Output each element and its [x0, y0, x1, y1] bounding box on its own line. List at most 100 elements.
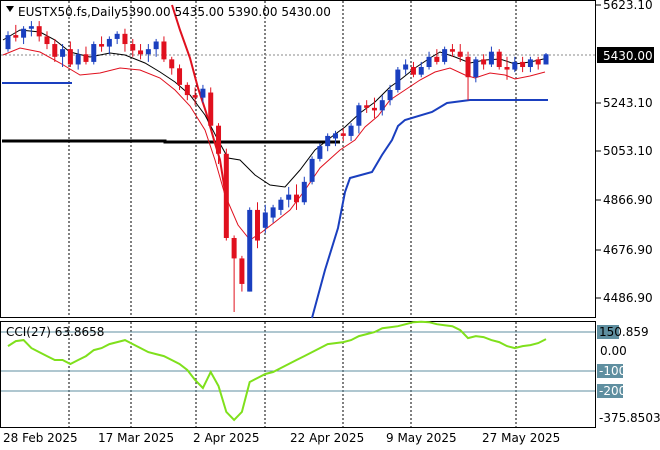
time-label: 27 May 2025	[482, 431, 560, 445]
candle-body	[184, 84, 190, 96]
time-axis: 28 Feb 2025 17 Mar 2025 2 Apr 2025 22 Ap…	[3, 431, 560, 445]
candle-body	[434, 56, 440, 62]
symbol-label: EUSTX50.fs,Daily	[18, 5, 121, 19]
candle-body	[208, 92, 214, 126]
candle-body	[426, 56, 432, 68]
candle-body	[239, 258, 245, 284]
candle-body	[28, 26, 34, 29]
candle-body	[52, 44, 58, 57]
cci-label: CCI(27) 63.8658	[6, 325, 104, 339]
black-moving-average	[2, 29, 549, 188]
candle-body	[504, 67, 510, 70]
cci-tick-max: 150.859	[599, 325, 649, 339]
price-axis: 5623.10 5243.10 5053.10 4866.90 4676.90 …	[596, 0, 653, 305]
candle-body	[223, 153, 229, 238]
candle-body	[348, 125, 354, 136]
price-tick: 5623.10	[603, 0, 653, 12]
candle-body	[512, 61, 518, 70]
candle-body	[44, 36, 50, 45]
candle-body	[5, 35, 11, 50]
candle-body	[262, 212, 268, 228]
candle-body	[83, 54, 89, 62]
candle-body	[387, 89, 393, 101]
candle-body	[13, 35, 19, 38]
candle-body	[231, 237, 237, 259]
price-tick: 4676.90	[603, 243, 653, 257]
candle-body	[325, 135, 331, 147]
candle-body	[21, 28, 27, 38]
candle-body	[286, 194, 292, 200]
candle-body	[442, 49, 448, 62]
candle-body	[278, 199, 284, 210]
candle-body	[340, 133, 346, 136]
candle-body	[520, 61, 526, 68]
candle-body	[457, 51, 463, 57]
candle-body	[410, 67, 416, 75]
candle-body	[543, 54, 549, 65]
candle-body	[379, 100, 385, 111]
candle-body	[293, 194, 299, 203]
candle-body	[527, 59, 533, 68]
time-label: 28 Feb 2025	[3, 431, 78, 445]
price-tick: 4486.90	[603, 291, 653, 305]
candle-body	[449, 49, 455, 52]
candle-body	[200, 88, 206, 98]
candle-body	[496, 51, 502, 68]
dropdown-triangle-icon[interactable]	[6, 6, 14, 12]
price-tick: 5053.10	[603, 144, 653, 158]
main-panel-frame	[0, 0, 596, 318]
vertical-gridlines	[68, 1, 517, 427]
candle-body	[395, 69, 401, 90]
candle-body	[216, 125, 222, 154]
cci-tick-zero: 0.00	[600, 344, 627, 358]
candle-body	[403, 64, 409, 70]
overlay-lines	[2, 4, 549, 319]
candle-body	[36, 26, 42, 37]
red-stop-line	[171, 4, 228, 211]
price-tick: 4866.90	[603, 193, 653, 207]
candle-body	[192, 95, 198, 98]
black-horizontal-line	[2, 139, 340, 144]
candle-body	[255, 209, 261, 241]
candle-body	[153, 41, 159, 50]
candle-body	[67, 49, 73, 65]
time-label: 2 Apr 2025	[193, 431, 260, 445]
candle-body	[106, 38, 112, 47]
candle-body	[364, 105, 370, 108]
candle-body	[356, 105, 362, 126]
candles	[5, 21, 549, 312]
candle-body	[138, 50, 144, 55]
candle-body	[60, 49, 66, 57]
indicator-panel-frame	[0, 321, 596, 428]
price-tick: 5243.10	[603, 96, 653, 110]
candle-body	[418, 67, 424, 75]
candle-body	[169, 59, 175, 69]
ohlc-readout: 5390.00 5435.00 5390.00 5430.00	[121, 5, 331, 19]
candle-body	[301, 181, 307, 203]
candle-body	[114, 33, 120, 39]
current-price-badge: 5430.00	[597, 47, 654, 63]
candle-body	[91, 44, 97, 62]
cci-tick-min: -375.8503	[599, 411, 660, 425]
red-moving-average	[2, 47, 546, 241]
time-label: 22 Apr 2025	[290, 431, 364, 445]
blue-stop-line	[311, 99, 548, 319]
cci-levels	[1, 331, 595, 392]
cci-level-badge: -200	[599, 384, 626, 398]
candle-body	[371, 107, 377, 111]
candle-body	[99, 44, 105, 47]
candle-body	[535, 59, 541, 65]
candle-body	[332, 133, 338, 139]
candle-body	[309, 158, 315, 182]
candle-body	[247, 209, 253, 292]
candle-body	[270, 207, 276, 218]
time-label: 9 May 2025	[386, 431, 457, 445]
candle-body	[177, 68, 183, 85]
candle-body	[122, 33, 128, 45]
cci-level-badge: -100	[599, 364, 626, 378]
candle-body	[488, 51, 494, 65]
candle-body	[161, 41, 167, 60]
candle-body	[317, 146, 323, 159]
candle-body	[481, 59, 487, 65]
